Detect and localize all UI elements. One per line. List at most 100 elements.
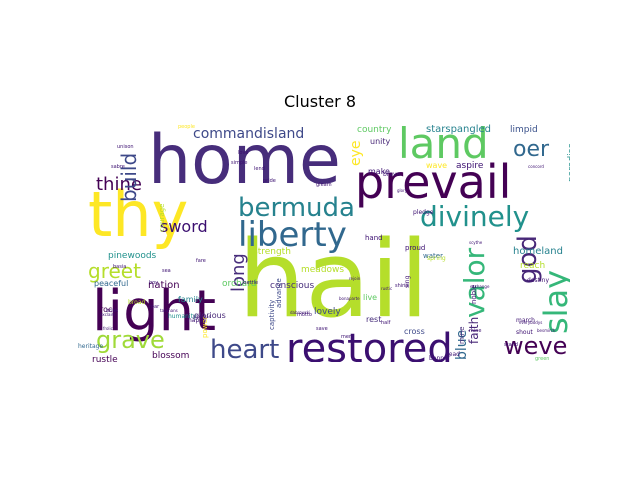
cloud-word-live: live	[363, 293, 377, 302]
cloud-word-happy: happy	[188, 317, 207, 324]
cloud-word-weve: weve	[504, 332, 567, 360]
cloud-word-orchard: orchard	[222, 279, 256, 289]
cloud-word-frolic: frolic	[103, 326, 113, 331]
cloud-word-thine: thine	[96, 174, 142, 195]
cloud-word-greet: greet	[88, 259, 141, 283]
cloud-word-strength: strength	[253, 247, 291, 257]
cloud-word-pinewoods: pinewoods	[108, 251, 157, 261]
cloud-word-half: half	[381, 320, 391, 326]
cloud-word-beautiful: beautiful	[90, 373, 125, 382]
cloud-word-oer: oer	[513, 137, 550, 162]
cloud-word-pride: pride	[263, 178, 276, 184]
cloud-word-save: save	[316, 326, 328, 332]
cloud-word-grave: grave	[96, 326, 165, 354]
cloud-word-lovely: lovely	[314, 307, 341, 317]
chart-title: Cluster 8	[283, 92, 357, 111]
cloud-word-shout: shout	[516, 329, 533, 336]
cloud-word-bonaparte: bonaparte	[339, 296, 360, 301]
cloud-word-eye: eye	[348, 140, 364, 166]
cloud-word-rustle: rustle	[92, 355, 118, 365]
cloud-word-motto: motto	[297, 312, 312, 318]
cloud-word-peaceful: peaceful	[94, 279, 128, 288]
cloud-word-hail: hail	[238, 218, 429, 341]
cloud-word-cross: cross	[404, 327, 425, 336]
cloud-word-taranans: taranans	[160, 308, 178, 313]
cloud-word-home: home	[148, 121, 341, 200]
cloud-word-sing: sing	[404, 275, 411, 288]
cloud-word-valor: valor	[458, 247, 491, 318]
cloud-word-build: build	[117, 153, 141, 202]
cloud-word-green: green	[535, 356, 549, 362]
cloud-word-divinely: divinely	[420, 200, 529, 233]
cloud-word-destiny: destiny	[527, 277, 549, 284]
cloud-word-shine: shine	[395, 283, 408, 289]
cloud-word-exchange: exchange	[470, 284, 490, 289]
cloud-word-noble: noble	[470, 285, 478, 304]
cloud-word-heart: heart	[210, 335, 279, 365]
cloud-word-captivity: captivity	[268, 300, 276, 330]
cloud-word-god: god	[513, 235, 543, 284]
cloud-word-rest: rest	[366, 315, 381, 324]
cloud-word-sword: sword	[160, 217, 208, 236]
cloud-word-land: land	[398, 119, 489, 168]
cloud-word-paradise: paradise	[567, 143, 577, 182]
cloud-word-broad: broad	[128, 299, 145, 306]
cloud-word-humanity: humanity	[168, 313, 197, 320]
cloud-word-unison: unison	[117, 144, 134, 150]
cloud-word-long: long	[228, 253, 249, 292]
cloud-word-thy: thy	[88, 178, 188, 251]
cloud-word-protegas: protegas	[193, 314, 211, 319]
cloud-word-rock: rock	[100, 305, 117, 314]
cloud-word-roar: roar	[149, 304, 160, 310]
cloud-word-glorious: glorious	[194, 311, 226, 320]
cloud-word-boy: boy	[149, 280, 158, 286]
cloud-word-make: make	[368, 167, 390, 176]
cloud-word-stand: stand	[504, 342, 518, 348]
cloud-background	[73, 118, 570, 362]
cloud-word-concord: concord	[528, 164, 544, 169]
cloud-word-heritage: heritage	[78, 343, 103, 350]
cloud-word-unity: unity	[370, 137, 391, 146]
cloud-word-blossom: blossom	[152, 351, 189, 361]
cloud-word-sea: sea	[162, 268, 171, 274]
cloud-word-meadows: meadows	[301, 265, 344, 275]
cloud-word-glory: glory	[397, 188, 408, 193]
cloud-word-proud: proud	[405, 244, 425, 252]
cloud-word-wave: wave	[426, 161, 447, 170]
cloud-word-scythe: scythe	[469, 240, 483, 245]
cloud-word-starspangled: starspangled	[426, 124, 491, 135]
cloud-word-dabrowski: dabrowski	[290, 310, 310, 315]
cloud-word-restored: restored	[286, 326, 453, 372]
cloud-word-commandisland: commandisland	[193, 126, 304, 142]
cloud-word-power: power	[201, 316, 209, 338]
cloud-word-liberty: liberty	[238, 215, 347, 255]
cloud-word-sabre: sabre	[111, 164, 125, 170]
cloud-word-besmirch: besmirch	[537, 328, 556, 333]
cloud-word-pledge: pledge	[413, 209, 434, 216]
cloud-word-advance: advance	[275, 278, 283, 308]
cloud-word-nation: nation	[148, 280, 180, 291]
cloud-word-people: people	[178, 124, 195, 130]
cloud-word-slay: slay	[537, 270, 575, 334]
cloud-word-men: men	[341, 334, 352, 340]
cloud-word-brave: brave	[383, 171, 401, 178]
cloud-word-brisk: brisk	[106, 308, 118, 314]
cloud-word-hand: hand	[365, 234, 383, 242]
cloud-word-mine: mine	[469, 328, 482, 334]
cloud-word-basia: basia	[113, 264, 126, 270]
cloud-word-family: family	[178, 295, 203, 304]
cloud-word-spring: spring	[427, 255, 446, 262]
cloud-word-conscious: conscious	[270, 281, 315, 291]
cloud-word-settle: settle	[244, 280, 258, 286]
cloud-word-aspire: aspire	[456, 161, 484, 171]
cloud-word-march: march	[516, 317, 535, 324]
cloud-word-everybodys: everybodys	[519, 320, 542, 325]
cloud-word-country: country	[357, 125, 392, 135]
cloud-word-water: water	[423, 252, 443, 260]
cloud-word-faith: faith	[467, 317, 481, 344]
cloud-word-gleam: gleam	[316, 182, 332, 188]
cloud-word-courage: courage	[158, 204, 166, 233]
